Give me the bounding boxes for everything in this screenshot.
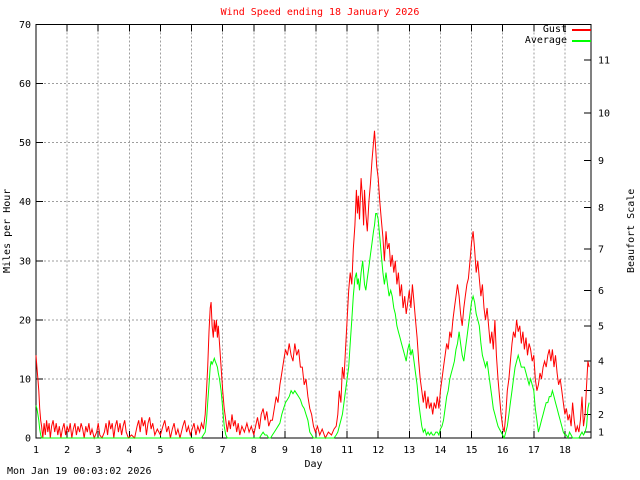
x-tick-label: 11 [341,445,353,456]
x-tick-label: 7 [220,445,226,456]
gust-line [35,130,590,440]
x-tick-label: 6 [189,445,195,456]
y2-axis-title: Beaufort Scale [626,188,637,274]
y-tick-label: 0 [25,434,31,445]
x-tick-label: 8 [251,445,257,456]
legend-label-average: Average [524,35,567,46]
y2-tick-label: 2 [598,410,604,421]
gust-line-sample [572,28,591,31]
y2-tick-label: 10 [598,109,610,120]
y2-tick-label: 6 [598,286,604,297]
y-tick-label: 40 [19,197,31,208]
x-tick-label: 16 [497,445,509,456]
y-tick-label: 50 [19,138,31,149]
y2-tick-label: 3 [598,386,604,397]
legend-item-gust: Gust [543,24,591,35]
average-line-sample [572,39,591,42]
y2-tick-label: 7 [598,244,604,255]
x-tick-label: 3 [95,445,101,456]
average-line [35,213,590,440]
plot-border [35,24,592,439]
y2-tick-label: 9 [598,156,604,167]
y2-tick-label: 11 [598,55,610,66]
y-tick-label: 10 [19,374,31,385]
y-axis-title: Miles per Hour [2,188,13,274]
y-tick-label: 20 [19,315,31,326]
x-tick-label: 17 [528,445,540,456]
x-axis-title: Day [304,459,323,470]
y2-tick-label: 1 [598,428,604,439]
plot-timestamp: Mon Jan 19 00:03:02 2026 [7,466,152,477]
x-tick-label: 9 [282,445,288,456]
legend: Gust Average [525,24,591,46]
legend-item-average: Average [525,35,591,46]
x-tick-label: 2 [64,445,70,456]
x-tick-label: 15 [466,445,478,456]
legend-label-gust: Gust [542,24,567,35]
y-tick-label: 60 [19,79,31,90]
y-tick-label: 70 [19,20,31,31]
x-tick-label: 4 [126,445,132,456]
y-tick-label: 30 [19,256,31,267]
x-tick-label: 12 [372,445,384,456]
x-tick-label: 18 [559,445,571,456]
y2-tick-label: 5 [598,321,604,332]
chart-title: Wind Speed ending 18 January 2026 [220,7,420,18]
x-tick-label: 10 [310,445,322,456]
y2-tick-label: 8 [598,203,604,214]
x-tick-label: 5 [157,445,163,456]
x-tick-label: 13 [403,445,415,456]
x-tick-label: 14 [434,445,446,456]
x-tick-label: 1 [33,445,39,456]
y2-tick-label: 4 [598,357,604,368]
